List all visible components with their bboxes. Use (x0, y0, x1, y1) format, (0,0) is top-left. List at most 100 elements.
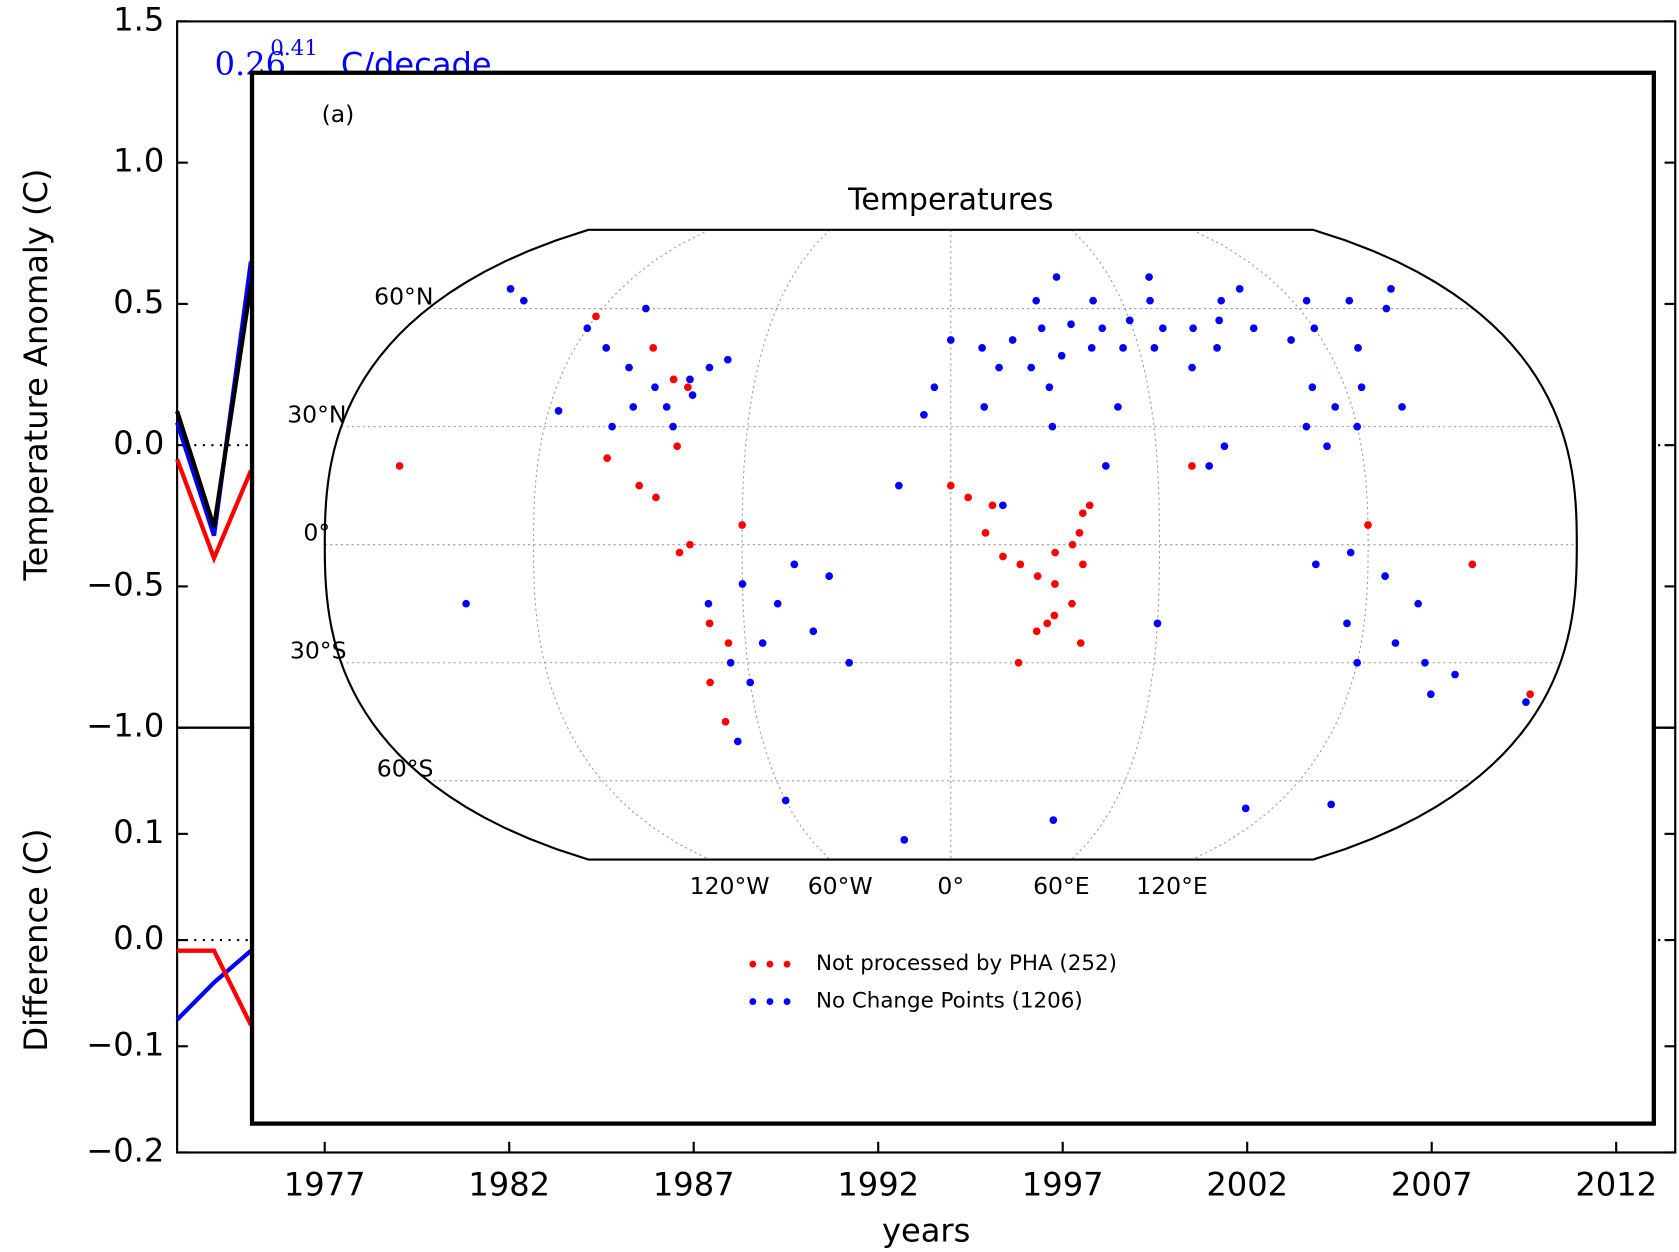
y-tick-label: −0.1 (86, 1025, 164, 1063)
series-line (175, 458, 253, 564)
station (1398, 403, 1406, 411)
station (1078, 509, 1087, 518)
station (726, 658, 735, 667)
station (662, 403, 671, 411)
legend-label: Not processed by PHA (252) (816, 951, 1117, 976)
station (1068, 540, 1077, 549)
station (1045, 383, 1054, 392)
station (395, 462, 404, 470)
station (1354, 344, 1362, 352)
station (705, 619, 714, 628)
station (673, 442, 682, 451)
station (1016, 560, 1025, 569)
station (1426, 690, 1435, 699)
station (1076, 639, 1085, 647)
x-tick-label: 1987 (653, 1166, 735, 1204)
series-line (177, 948, 253, 1026)
station (1381, 572, 1389, 581)
station (506, 285, 515, 293)
x-tick-label: 2007 (1391, 1166, 1473, 1204)
panel-label: (a) (322, 100, 355, 128)
y-tick-label: −0.2 (86, 1131, 164, 1169)
station (746, 678, 755, 687)
station (1153, 619, 1162, 628)
station (895, 481, 903, 490)
station (1331, 403, 1340, 411)
station (1302, 296, 1311, 305)
annotation-sup: 0.41 (270, 36, 318, 61)
station (1032, 296, 1041, 305)
station (1037, 324, 1046, 333)
station (1146, 296, 1154, 305)
station (1205, 462, 1214, 470)
station (1150, 344, 1159, 352)
station (1098, 324, 1107, 333)
station (1043, 619, 1052, 628)
x-tick-label: 1977 (284, 1166, 366, 1204)
station (825, 572, 834, 581)
station (1311, 560, 1320, 569)
y-tick-label: 0.1 (113, 813, 164, 851)
station (724, 639, 733, 647)
station (845, 658, 854, 667)
station (1526, 690, 1535, 699)
station (642, 304, 650, 313)
station (1310, 324, 1319, 333)
station (1414, 599, 1423, 608)
station (629, 403, 638, 411)
y-axis-label: Temperature Anomaly (C) (17, 169, 55, 582)
station (1067, 320, 1075, 329)
y-tick-label: 0.0 (113, 424, 164, 462)
station (688, 391, 697, 399)
x-tick-label: 1992 (837, 1166, 919, 1204)
station (1327, 800, 1336, 809)
meridian (1192, 229, 1369, 860)
meridian (532, 229, 710, 860)
station (1079, 560, 1087, 569)
station (675, 548, 684, 557)
station (1421, 658, 1429, 667)
station (1302, 422, 1311, 431)
station (978, 344, 986, 352)
station (738, 521, 747, 529)
station (1051, 548, 1059, 557)
series-line (175, 949, 253, 1022)
station (1241, 804, 1250, 813)
station (686, 540, 694, 549)
station (1057, 351, 1066, 360)
station (1188, 363, 1196, 372)
station (1522, 698, 1530, 706)
station (1215, 316, 1224, 325)
legend-marker (783, 998, 791, 1006)
x-tick-label: 1997 (1022, 1166, 1104, 1204)
x-tick-label: 2012 (1575, 1166, 1657, 1204)
station (781, 796, 790, 805)
station (1308, 383, 1317, 392)
lon-label: 0° (937, 872, 964, 900)
station (1158, 324, 1167, 333)
station (1468, 560, 1477, 569)
station (1051, 580, 1059, 588)
legend-marker (749, 960, 757, 968)
station (1049, 816, 1058, 825)
station (1235, 285, 1244, 293)
station (603, 454, 612, 462)
station (1052, 273, 1061, 281)
station (669, 422, 677, 431)
station (1075, 529, 1084, 537)
x-axis-label: years (882, 1212, 970, 1250)
y-tick-label: −1.0 (86, 707, 164, 745)
station (1220, 442, 1229, 451)
station (1188, 462, 1196, 470)
lon-label: 60°E (1033, 872, 1090, 900)
station (809, 627, 818, 636)
station (1189, 324, 1197, 333)
station (1008, 336, 1017, 344)
legend-marker (749, 998, 757, 1006)
station (649, 344, 658, 352)
station (1217, 296, 1226, 305)
legend-marker (783, 960, 791, 968)
series-line (175, 283, 254, 528)
station (592, 312, 600, 321)
station (999, 552, 1007, 561)
